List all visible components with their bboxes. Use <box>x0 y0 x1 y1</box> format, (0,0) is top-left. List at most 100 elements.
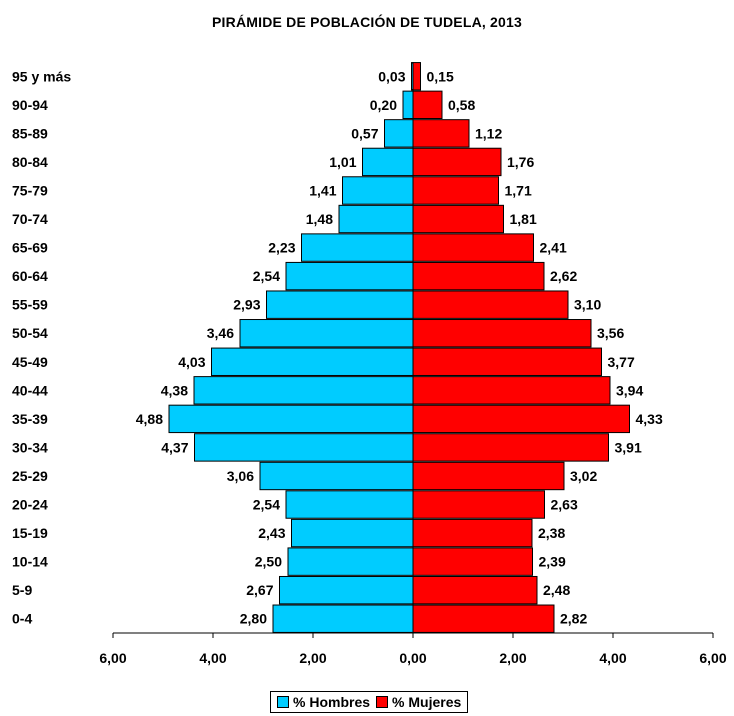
category-label: 50-54 <box>12 325 48 341</box>
category-label: 85-89 <box>12 125 48 141</box>
category-label: 40-44 <box>12 382 48 398</box>
bar-hombres <box>338 204 414 234</box>
legend-swatch-hombres <box>277 696 289 708</box>
data-label-mujeres: 0,15 <box>427 68 454 84</box>
data-label-mujeres: 3,10 <box>574 297 601 313</box>
data-label-mujeres: 2,63 <box>551 497 578 513</box>
data-label-mujeres: 2,38 <box>538 525 565 541</box>
bar-mujeres <box>412 347 602 376</box>
legend-label-hombres: % Hombres <box>293 694 371 710</box>
data-label-hombres: 2,80 <box>240 611 267 627</box>
bar-mujeres <box>412 261 545 291</box>
bar-hombres <box>272 604 414 633</box>
x-tick-label: 4,00 <box>199 650 226 666</box>
data-label-hombres: 1,48 <box>306 211 333 227</box>
category-label: 20-24 <box>12 497 48 513</box>
data-label-mujeres: 3,02 <box>570 468 597 484</box>
bar-hombres <box>259 461 414 491</box>
legend-item-mujeres: % Mujeres <box>376 694 461 710</box>
data-label-hombres: 1,41 <box>309 182 336 198</box>
x-tick-label: 6,00 <box>99 650 126 666</box>
chart-title: PIRÁMIDE DE POBLACIÓN DE TUDELA, 2013 <box>212 14 522 30</box>
bar-mujeres <box>412 518 533 548</box>
bar-mujeres <box>412 575 538 605</box>
bar-hombres <box>287 547 414 576</box>
x-tick-label: 4,00 <box>599 650 626 666</box>
chart-legend: % Hombres % Mujeres <box>270 691 469 713</box>
bar-mujeres <box>412 119 470 148</box>
category-label: 0-4 <box>12 611 32 627</box>
bar-hombres <box>168 404 414 434</box>
bar-hombres <box>301 233 414 262</box>
data-label-mujeres: 3,56 <box>597 325 624 341</box>
legend-label-mujeres: % Mujeres <box>392 694 462 710</box>
category-label: 15-19 <box>12 525 48 541</box>
data-label-hombres: 0,03 <box>378 68 405 84</box>
bar-hombres <box>342 176 414 205</box>
bar-hombres <box>211 347 414 376</box>
data-label-mujeres: 2,39 <box>539 554 566 570</box>
data-label-hombres: 4,03 <box>178 354 205 370</box>
data-label-hombres: 2,67 <box>246 582 273 598</box>
bar-hombres <box>266 290 414 319</box>
bar-mujeres <box>412 147 502 177</box>
bar-hombres <box>193 376 414 405</box>
legend-swatch-mujeres <box>376 696 389 708</box>
data-label-hombres: 0,57 <box>351 125 378 141</box>
data-label-mujeres: 1,81 <box>510 211 537 227</box>
category-label: 30-34 <box>12 439 48 455</box>
data-label-hombres: 0,20 <box>370 97 397 113</box>
data-label-mujeres: 2,82 <box>560 611 587 627</box>
bar-hombres <box>362 147 414 177</box>
data-label-mujeres: 1,12 <box>475 125 502 141</box>
bar-hombres <box>279 575 414 605</box>
bar-mujeres <box>412 319 592 348</box>
data-label-hombres: 2,54 <box>253 268 280 284</box>
category-label: 35-39 <box>12 411 48 427</box>
data-label-mujeres: 4,33 <box>636 411 663 427</box>
bar-hombres <box>239 319 414 348</box>
bar-mujeres <box>412 204 504 234</box>
category-label: 75-79 <box>12 182 48 198</box>
bar-hombres <box>285 261 414 291</box>
x-tick-label: 6,00 <box>699 650 726 666</box>
data-label-hombres: 3,46 <box>207 325 234 341</box>
bar-mujeres <box>412 233 534 262</box>
bar-mujeres <box>412 547 533 576</box>
bar-mujeres <box>412 90 443 120</box>
x-tick-label: 2,00 <box>299 650 326 666</box>
bar-mujeres <box>412 433 609 462</box>
data-label-mujeres: 2,62 <box>550 268 577 284</box>
data-label-mujeres: 3,94 <box>616 382 643 398</box>
bar-mujeres <box>412 604 555 633</box>
data-label-hombres: 1,01 <box>329 154 356 170</box>
category-label: 60-64 <box>12 268 48 284</box>
category-label: 90-94 <box>12 97 48 113</box>
data-label-hombres: 4,37 <box>161 439 188 455</box>
bar-hombres <box>291 518 414 548</box>
category-label: 80-84 <box>12 154 48 170</box>
bar-mujeres <box>412 290 569 319</box>
bar-mujeres <box>412 376 611 405</box>
data-label-mujeres: 1,71 <box>505 182 532 198</box>
data-label-hombres: 2,93 <box>233 297 260 313</box>
data-label-mujeres: 2,41 <box>540 240 567 256</box>
data-label-hombres: 4,88 <box>136 411 163 427</box>
data-label-mujeres: 3,91 <box>615 439 642 455</box>
category-label: 65-69 <box>12 240 48 256</box>
bar-hombres <box>285 490 414 519</box>
category-label: 45-49 <box>12 354 48 370</box>
data-label-mujeres: 2,48 <box>543 582 570 598</box>
data-label-mujeres: 0,58 <box>448 97 475 113</box>
legend-item-hombres: % Hombres <box>277 694 370 710</box>
category-label: 10-14 <box>12 554 48 570</box>
bar-mujeres <box>412 490 545 519</box>
bar-hombres <box>384 119 414 148</box>
category-label: 95 y más <box>12 68 71 84</box>
data-label-mujeres: 1,76 <box>507 154 534 170</box>
bar-mujeres <box>412 176 499 205</box>
data-label-hombres: 3,06 <box>227 468 254 484</box>
category-label: 70-74 <box>12 211 48 227</box>
bar-hombres <box>402 90 414 120</box>
